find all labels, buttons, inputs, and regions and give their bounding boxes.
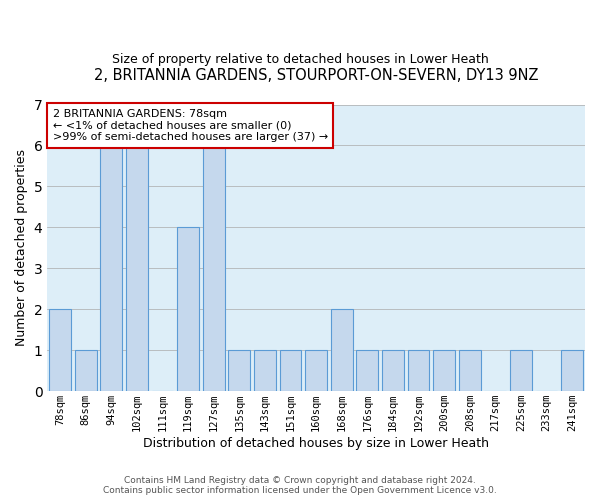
Title: 2, BRITANNIA GARDENS, STOURPORT-ON-SEVERN, DY13 9NZ: 2, BRITANNIA GARDENS, STOURPORT-ON-SEVER… — [94, 68, 538, 82]
Bar — [229, 350, 250, 391]
Bar — [407, 350, 430, 391]
X-axis label: Distribution of detached houses by size in Lower Heath: Distribution of detached houses by size … — [143, 437, 489, 450]
Bar — [459, 350, 481, 391]
Y-axis label: Number of detached properties: Number of detached properties — [15, 150, 28, 346]
Bar — [254, 350, 276, 391]
Bar — [562, 350, 583, 391]
Bar — [177, 228, 199, 391]
Bar — [75, 350, 97, 391]
Bar — [203, 146, 224, 391]
Text: Size of property relative to detached houses in Lower Heath: Size of property relative to detached ho… — [112, 52, 488, 66]
Bar — [280, 350, 301, 391]
Bar — [49, 310, 71, 391]
Text: 2 BRITANNIA GARDENS: 78sqm
← <1% of detached houses are smaller (0)
>99% of semi: 2 BRITANNIA GARDENS: 78sqm ← <1% of deta… — [53, 109, 328, 142]
Bar — [382, 350, 404, 391]
Bar — [100, 146, 122, 391]
Bar — [510, 350, 532, 391]
Bar — [331, 310, 353, 391]
Bar — [126, 146, 148, 391]
Text: Contains HM Land Registry data © Crown copyright and database right 2024.
Contai: Contains HM Land Registry data © Crown c… — [103, 476, 497, 495]
Bar — [433, 350, 455, 391]
Bar — [356, 350, 378, 391]
Bar — [305, 350, 327, 391]
